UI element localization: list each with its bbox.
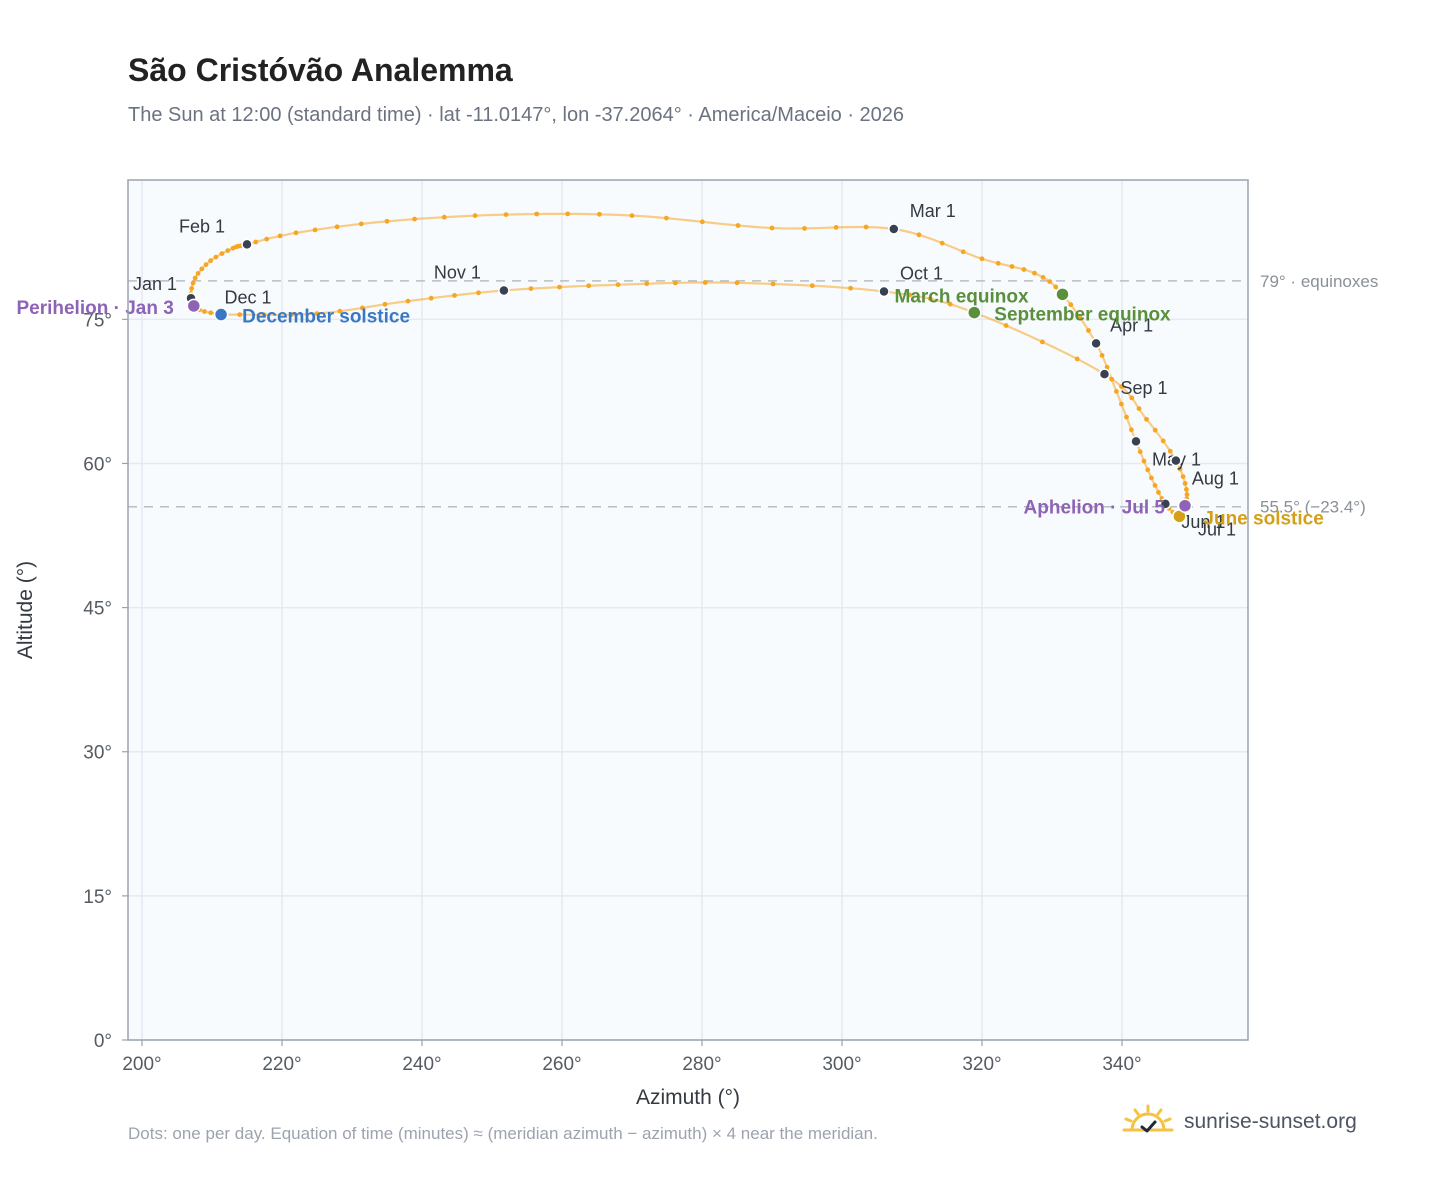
event-marker (1055, 287, 1070, 302)
chart-title: São Cristóvão Analemma (128, 52, 513, 88)
reference-line-label: 55.5° (−23.4°) (1260, 498, 1366, 517)
month-label: Nov 1 (434, 263, 481, 283)
x-axis-ticks: 200° 220° 240° 260° 280° 300° 320° 340° (122, 1040, 1142, 1075)
month-marker (888, 223, 900, 235)
plot-area (128, 180, 1248, 1040)
event-marker (213, 307, 229, 322)
y-tick-label: 60° (83, 454, 112, 475)
x-tick-label: 220° (262, 1054, 301, 1075)
y-tick-label: 45° (83, 599, 112, 620)
x-axis-label: Azimuth (°) (636, 1086, 740, 1109)
month-marker (1170, 454, 1182, 467)
plot-frame (127, 179, 1249, 1041)
month-label: Jul 1 (1198, 519, 1236, 539)
x-tick-label: 340° (1102, 1054, 1141, 1075)
event-marker (186, 298, 202, 314)
month-label: Apr 1 (1110, 315, 1153, 335)
y-tick-label: 75° (83, 310, 112, 331)
x-tick-label: 300° (822, 1054, 861, 1075)
event-label: Aphelion · Jul 5 (1024, 498, 1166, 519)
x-tick-label: 320° (962, 1054, 1001, 1075)
month-label: Sep 1 (1121, 378, 1168, 398)
brand-text: sunrise-sunset.org (1184, 1110, 1357, 1133)
month-label: Jun 1 (1181, 512, 1225, 532)
y-tick-label: 0° (94, 1031, 112, 1052)
event-label: Perihelion · Jan 3 (16, 298, 173, 319)
x-tick-label: 240° (402, 1054, 441, 1075)
footnote: Dots: one per day. Equation of time (min… (128, 1124, 878, 1143)
month-label: Aug 1 (1192, 469, 1239, 489)
y-tick-label: 30° (83, 743, 112, 764)
month-label: Dec 1 (225, 288, 272, 308)
month-label: Oct 1 (900, 263, 943, 283)
month-label: Feb 1 (179, 216, 225, 236)
y-axis-label: Altitude (°) (14, 561, 37, 659)
month-label: Jan 1 (133, 274, 177, 294)
month-marker (1090, 337, 1102, 350)
x-tick-label: 280° (682, 1054, 721, 1075)
event-label: June solstice (1203, 508, 1323, 529)
chart-subtitle: The Sun at 12:00 (standard time) · lat -… (128, 104, 905, 126)
month-marker (1130, 435, 1142, 448)
month-marker (241, 238, 253, 251)
event-label: December solstice (242, 307, 410, 328)
month-marker (1098, 368, 1111, 380)
month-marker (498, 284, 510, 297)
x-tick-label: 200° (122, 1054, 161, 1075)
event-marker (1177, 498, 1193, 513)
y-tick-label: 15° (83, 887, 112, 908)
event-marker (967, 305, 982, 320)
brand[interactable]: sunrise-sunset.org (1120, 1102, 1357, 1142)
month-marker (878, 285, 890, 298)
x-tick-label: 260° (542, 1054, 581, 1075)
month-label: Mar 1 (910, 201, 956, 221)
event-label: March equinox (895, 286, 1030, 307)
reference-lines: 79° · equinoxes 55.5° (−23.4°) (128, 272, 1378, 517)
event-label: September equinox (994, 305, 1171, 326)
sun-logo-icon (1122, 1104, 1174, 1133)
reference-line-label: 79° · equinoxes (1260, 272, 1378, 291)
y-axis-ticks: 0° 15° 30° 45° 60° 75° (83, 310, 128, 1052)
month-marker (1159, 498, 1172, 510)
